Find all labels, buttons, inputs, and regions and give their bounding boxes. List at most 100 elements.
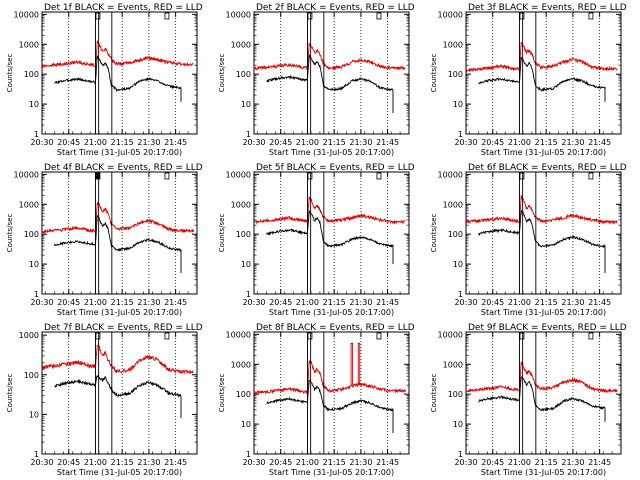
lld-series-line (465, 41, 618, 73)
x-tick-label: 21:15 (111, 298, 134, 307)
events-series-line (478, 376, 606, 422)
x-tick-label: 20:45 (269, 138, 292, 147)
y-axis-label: Counts/sec (6, 54, 14, 93)
marker-box (376, 12, 382, 20)
lld-series-line (253, 360, 406, 395)
marker-box (307, 172, 313, 180)
x-tick-label: 21:15 (111, 458, 134, 467)
x-axis-label: Start Time (31-Jul-05 20:17:00) (57, 468, 182, 477)
x-tick-label: 20:30 (242, 138, 265, 147)
y-tick-label: 100 (24, 230, 39, 239)
y-tick-label: 100 (236, 70, 251, 79)
marker-box (95, 332, 101, 340)
x-tick-label: 21:30 (137, 298, 160, 307)
lld-series-line (253, 196, 406, 225)
x-tick-label: 21:00 (296, 298, 319, 307)
y-tick-label: 10000 (226, 170, 251, 179)
y-axis-label: Counts/sec (218, 54, 226, 93)
y-tick-label: 10000 (226, 330, 251, 339)
y-tick-label: 100 (236, 230, 251, 239)
panel-title: Det 6f BLACK = Events, RED = LLD (468, 163, 627, 173)
x-tick-label: 21:45 (164, 138, 187, 147)
events-series-line (54, 215, 182, 274)
x-tick-label: 21:00 (296, 138, 319, 147)
y-tick-label: 10 (241, 100, 251, 109)
y-tick-label: 1 (246, 290, 251, 299)
panel-title: Det 8f BLACK = Events, RED = LLD (256, 323, 415, 333)
y-tick-label: 1000 (19, 200, 39, 209)
x-tick-label: 20:30 (454, 298, 477, 307)
events-series-line (478, 56, 606, 102)
y-tick-label: 10000 (226, 10, 251, 19)
lld-series-line (465, 361, 618, 394)
plot-frame (465, 171, 622, 295)
y-tick-label: 1000 (231, 200, 251, 209)
x-tick-label: 21:00 (508, 298, 531, 307)
marker-box (376, 332, 382, 340)
y-tick-label: 100 (448, 70, 463, 79)
y-axis-label: Counts/sec (430, 214, 438, 253)
y-axis-label: Counts/sec (6, 374, 14, 413)
y-tick-label: 1000 (19, 331, 39, 340)
lld-series-line (41, 40, 194, 68)
y-axis-label: Counts/sec (430, 374, 438, 413)
x-tick-label: 21:30 (349, 138, 372, 147)
marker-box (588, 332, 594, 340)
plot-frame (41, 331, 198, 455)
y-tick-label: 1000 (231, 40, 251, 49)
y-tick-label: 10000 (14, 170, 39, 179)
x-tick-label: 21:00 (296, 458, 319, 467)
y-tick-label: 10 (453, 420, 463, 429)
x-tick-label: 21:30 (137, 138, 160, 147)
lld-series-line (41, 344, 194, 376)
x-tick-label: 20:45 (481, 458, 504, 467)
x-tick-label: 21:45 (164, 298, 187, 307)
x-tick-label: 21:45 (376, 458, 399, 467)
marker-box (588, 12, 594, 20)
x-tick-label: 20:45 (269, 458, 292, 467)
x-tick-label: 21:30 (349, 458, 372, 467)
y-tick-label: 10000 (438, 10, 463, 19)
x-tick-label: 21:45 (588, 458, 611, 467)
y-tick-label: 10 (29, 260, 39, 269)
plot-frame (253, 171, 410, 295)
x-tick-label: 21:30 (349, 298, 372, 307)
x-tick-label: 20:45 (269, 298, 292, 307)
x-axis-label: Start Time (31-Jul-05 20:17:00) (57, 308, 182, 317)
y-tick-label: 1 (34, 130, 39, 139)
panel-title: Det 7f BLACK = Events, RED = LLD (44, 323, 203, 333)
panel-det-1: Det 1f BLACK = Events, RED = LLD Counts/s… (6, 3, 203, 157)
x-tick-label: 21:00 (84, 458, 107, 467)
marker-box (95, 12, 101, 20)
lld-spike (350, 342, 361, 386)
x-tick-label: 20:30 (30, 298, 53, 307)
panel-det-5: Det 5f BLACK = Events, RED = LLD Counts/s… (218, 163, 415, 317)
x-axis-label: Start Time (31-Jul-05 20:17:00) (481, 308, 606, 317)
y-tick-label: 1 (458, 290, 463, 299)
x-tick-label: 21:00 (508, 458, 531, 467)
y-tick-label: 10000 (438, 170, 463, 179)
events-series-line (266, 54, 394, 114)
y-tick-label: 1 (246, 450, 251, 459)
x-tick-label: 21:30 (561, 138, 584, 147)
x-axis-label: Start Time (31-Jul-05 20:17:00) (269, 308, 394, 317)
plot-frame (41, 171, 198, 295)
x-tick-label: 20:30 (454, 458, 477, 467)
y-tick-label: 1 (458, 130, 463, 139)
x-tick-label: 20:30 (30, 138, 53, 147)
x-tick-label: 21:15 (535, 298, 558, 307)
y-tick-label: 1000 (19, 40, 39, 49)
plot-frame (465, 11, 622, 135)
y-tick-label: 10 (241, 260, 251, 269)
marker-box (519, 172, 525, 180)
x-tick-label: 21:15 (323, 298, 346, 307)
x-tick-label: 21:45 (376, 298, 399, 307)
x-axis-label: Start Time (31-Jul-05 20:17:00) (481, 468, 606, 477)
marker-box (376, 172, 382, 180)
y-tick-label: 10 (241, 420, 251, 429)
x-axis-label: Start Time (31-Jul-05 20:17:00) (57, 148, 182, 157)
x-tick-label: 20:45 (481, 298, 504, 307)
lld-series-line (465, 194, 618, 225)
marker-box (164, 332, 170, 340)
